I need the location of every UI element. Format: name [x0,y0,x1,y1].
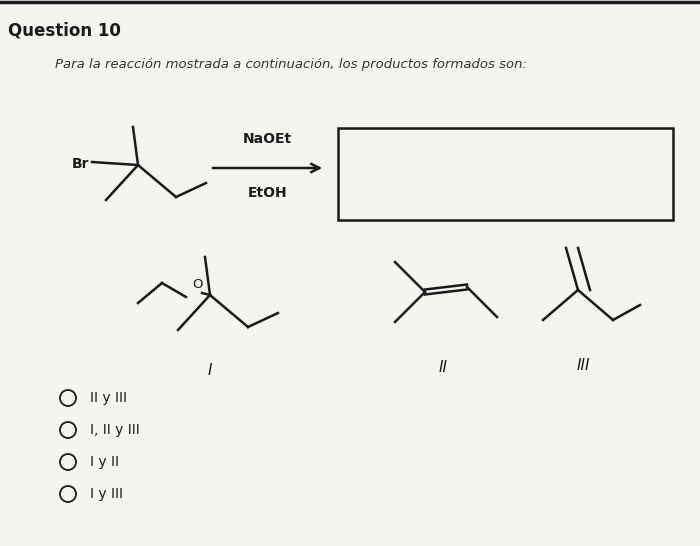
Bar [338,128,673,220]
Text: NaOEt: NaOEt [243,132,292,146]
Text: EtOH: EtOH [248,186,287,200]
Text: III: III [576,358,589,373]
Text: Question 10: Question 10 [8,22,121,40]
Text: I, II y III: I, II y III [90,423,140,437]
Text: I y II: I y II [90,455,119,469]
Text: II y III: II y III [90,391,127,405]
Text: II: II [438,360,447,375]
Text: I y III: I y III [90,487,123,501]
Text: O: O [192,278,202,292]
Text: Para la reacción mostrada a continuación, los productos formados son:: Para la reacción mostrada a continuación… [55,58,527,71]
Text: Br: Br [72,157,90,171]
Text: I: I [208,363,212,378]
